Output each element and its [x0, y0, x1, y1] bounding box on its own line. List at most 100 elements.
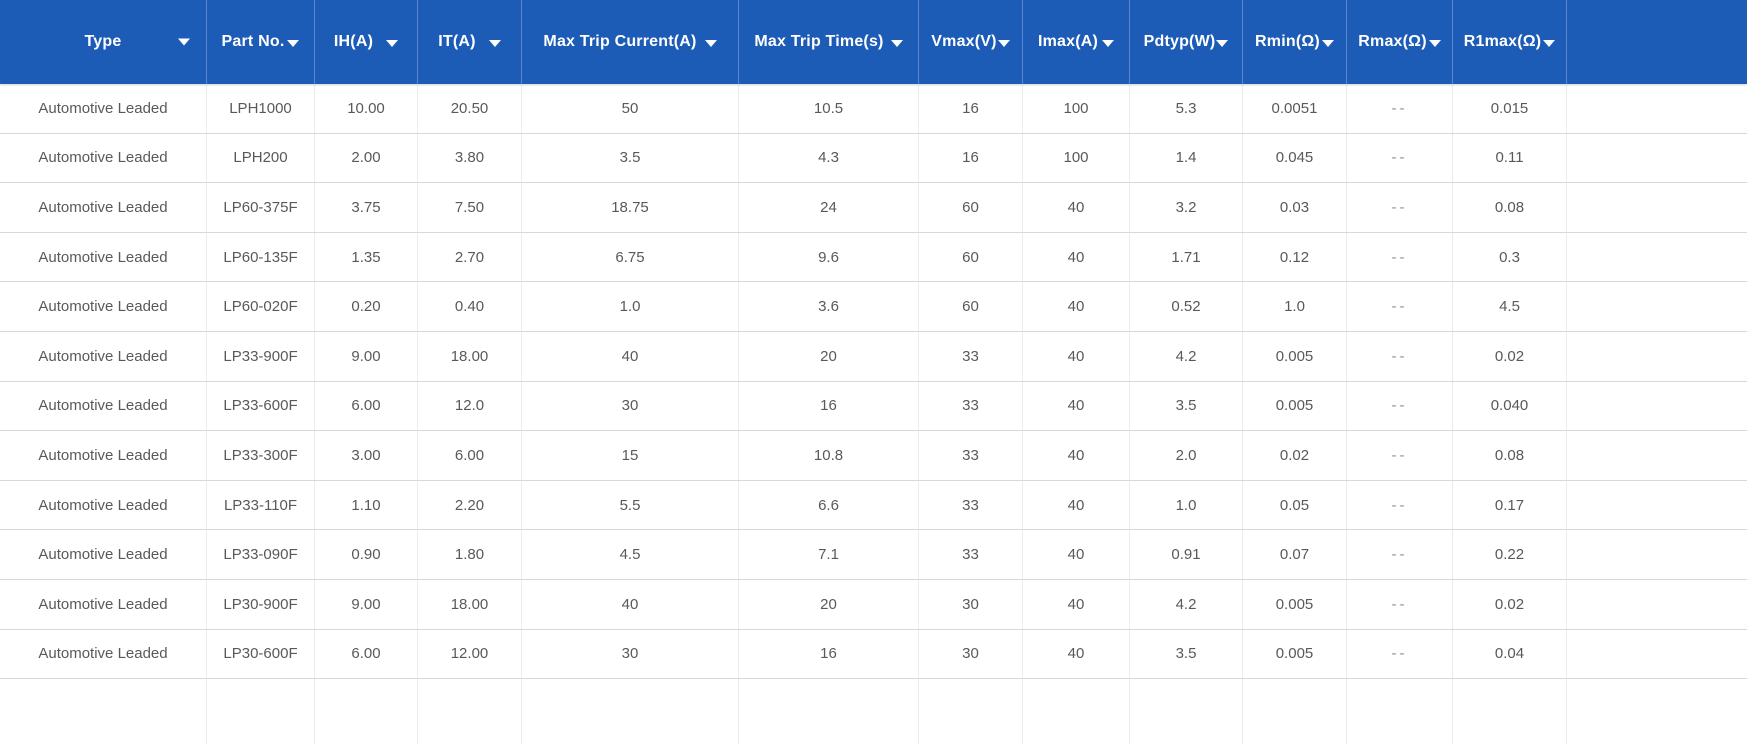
cell-imax-a: 40: [1023, 579, 1130, 629]
cell-it-a: 1.80: [418, 530, 522, 579]
sort-dropdown-icon[interactable]: [1321, 39, 1334, 47]
cell-r1max-ohm: 0.22: [1453, 530, 1567, 579]
cell-part-no: LP60-375F: [207, 183, 315, 232]
cell-rmin-ohm: 0.005: [1243, 629, 1347, 679]
column-header-ih-a[interactable]: IH(A): [315, 0, 418, 84]
cell-max-trip-time-s: 3.6: [739, 282, 919, 331]
cell-rmin-ohm: 0.07: [1243, 530, 1347, 579]
cell-part-no: LP33-900F: [207, 331, 315, 381]
cell-vmax-v: 60: [919, 232, 1023, 282]
cell-ih-a: 6.00: [315, 381, 418, 431]
cell-max-trip-time-s: 24: [739, 183, 919, 232]
column-header-label: Vmax(V): [931, 33, 997, 50]
cell-imax-a: 40: [1023, 282, 1130, 331]
cell-max-trip-current-a: 50: [522, 84, 739, 133]
cell-rmax-ohm: --: [1347, 232, 1453, 282]
sort-dropdown-icon[interactable]: [1102, 39, 1115, 47]
cell-max-trip-current-a: 1.0: [522, 282, 739, 331]
cell-r1max-ohm: 0.04: [1453, 629, 1567, 679]
table-row: Automotive Leaded LP30-900F 9.00 18.00 40 20 3…: [0, 579, 1747, 630]
cell-ih-a: 3.75: [315, 183, 418, 232]
sort-dropdown-icon[interactable]: [1543, 39, 1556, 47]
cell-max-trip-current-a: 3.5: [522, 133, 739, 183]
cell-max-trip-current-a: 30: [522, 381, 739, 431]
cell-imax-a: 40: [1023, 331, 1130, 381]
cell-filler: [1567, 332, 1747, 381]
cell-it-a: 12.0: [418, 381, 522, 431]
column-header-rmin-ohm[interactable]: Rmin(Ω): [1243, 0, 1347, 84]
table-body: Automotive Leaded LPH1000 10.00 20.50 50 10.5…: [0, 84, 1747, 744]
cell-ih-a: 3.00: [315, 431, 418, 480]
column-header-vmax-v[interactable]: Vmax(V): [919, 0, 1023, 84]
cell-max-trip-time-s: 10.5: [739, 84, 919, 133]
column-header-part-no[interactable]: Part No.: [207, 0, 315, 84]
cell-rmin-ohm: 0.005: [1243, 381, 1347, 431]
column-header-pdtyp-w[interactable]: Pdtyp(W): [1130, 0, 1243, 84]
cell-rmax-ohm: --: [1347, 183, 1453, 232]
cell-imax-a: 40: [1023, 480, 1130, 530]
cell-filler: [1567, 382, 1747, 431]
cell-max-trip-current-a: 5.5: [522, 480, 739, 530]
cell-part-no: LP30-600F: [207, 629, 315, 679]
column-header-max-trip-current-a[interactable]: Max Trip Current(A): [522, 0, 739, 84]
sort-dropdown-icon[interactable]: [386, 39, 399, 47]
sort-dropdown-icon[interactable]: [890, 39, 903, 47]
cell-rmax-ohm: [1347, 679, 1453, 744]
cell-pdtyp-w: 3.2: [1130, 183, 1243, 232]
table-row: Automotive Leaded LP33-090F 0.90 1.80 4.5 7.1…: [0, 530, 1747, 580]
sort-dropdown-icon[interactable]: [1216, 39, 1229, 47]
cell-pdtyp-w: [1130, 679, 1243, 744]
cell-imax-a: 40: [1023, 629, 1130, 679]
column-header-label: Pdtyp(W): [1143, 33, 1216, 50]
table-row: Automotive Leaded LP60-135F 1.35 2.70 6.75 9.…: [0, 232, 1747, 283]
cell-max-trip-current-a: 30: [522, 629, 739, 679]
cell-r1max-ohm: 4.5: [1453, 282, 1567, 331]
sort-dropdown-icon[interactable]: [488, 39, 501, 47]
cell-imax-a: 40: [1023, 431, 1130, 480]
column-header-max-trip-time-s[interactable]: Max Trip Time(s): [739, 0, 919, 84]
cell-rmax-ohm: --: [1347, 530, 1453, 579]
cell-r1max-ohm: 0.02: [1453, 331, 1567, 381]
cell-filler: [1567, 84, 1747, 133]
cell-ih-a: 9.00: [315, 579, 418, 629]
column-header-r1max-ohm[interactable]: R1max(Ω): [1453, 0, 1567, 84]
cell-ih-a: 0.90: [315, 530, 418, 579]
cell-imax-a: 100: [1023, 133, 1130, 183]
sort-dropdown-icon[interactable]: [997, 39, 1010, 47]
cell-it-a: 7.50: [418, 183, 522, 232]
column-header-type[interactable]: Type: [0, 0, 207, 84]
cell-max-trip-time-s: 6.6: [739, 480, 919, 530]
cell-r1max-ohm: [1453, 679, 1567, 744]
cell-max-trip-time-s: 10.8: [739, 431, 919, 480]
cell-rmax-ohm: --: [1347, 480, 1453, 530]
sort-dropdown-icon[interactable]: [178, 38, 190, 46]
cell-part-no: [207, 679, 315, 744]
cell-max-trip-current-a: 6.75: [522, 232, 739, 282]
column-header-it-a[interactable]: IT(A): [418, 0, 522, 84]
cell-it-a: 18.00: [418, 579, 522, 629]
cell-imax-a: 100: [1023, 84, 1130, 133]
cell-vmax-v: 33: [919, 530, 1023, 579]
cell-pdtyp-w: 2.0: [1130, 431, 1243, 480]
cell-type: Automotive Leaded: [0, 381, 207, 431]
cell-ih-a: 2.00: [315, 133, 418, 183]
cell-part-no: LP33-110F: [207, 480, 315, 530]
column-header-label: IH(A): [333, 33, 374, 50]
cell-max-trip-time-s: 9.6: [739, 232, 919, 282]
cell-max-trip-time-s: 20: [739, 579, 919, 629]
cell-ih-a: 0.20: [315, 282, 418, 331]
cell-it-a: 2.20: [418, 480, 522, 530]
cell-max-trip-current-a: 40: [522, 331, 739, 381]
column-header-rmax-ohm[interactable]: Rmax(Ω): [1347, 0, 1453, 84]
sort-dropdown-icon[interactable]: [287, 39, 300, 47]
cell-filler: [1567, 580, 1747, 629]
column-header-imax-a[interactable]: Imax(A): [1023, 0, 1130, 84]
cell-part-no: LPH1000: [207, 84, 315, 133]
sort-dropdown-icon[interactable]: [704, 39, 717, 47]
cell-type: Automotive Leaded: [0, 480, 207, 530]
sort-dropdown-icon[interactable]: [1428, 39, 1441, 47]
table-row: Automotive Leaded LP60-020F 0.20 0.40 1.0 3.6…: [0, 282, 1747, 332]
cell-type: [0, 679, 207, 744]
cell-vmax-v: 33: [919, 480, 1023, 530]
